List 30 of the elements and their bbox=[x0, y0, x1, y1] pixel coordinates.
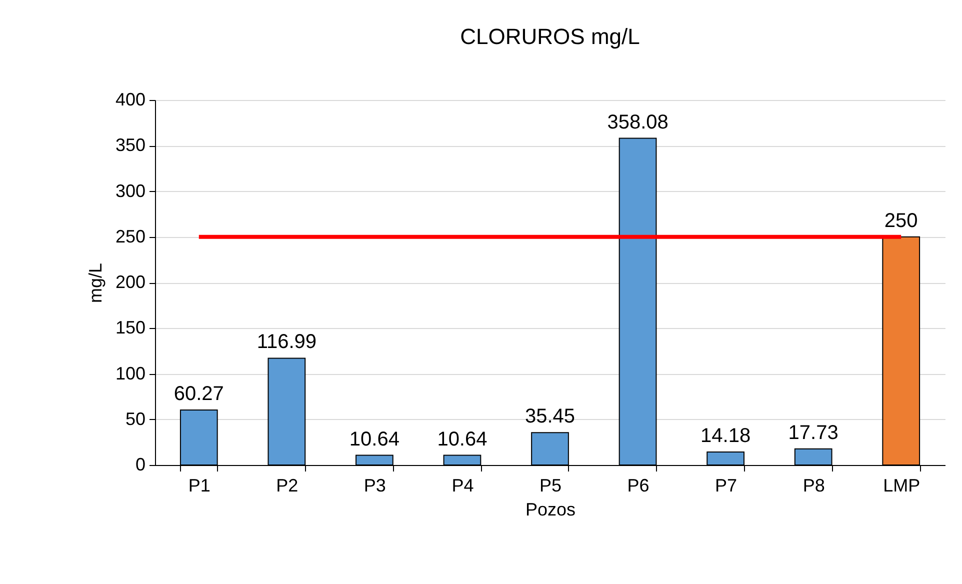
y-tick-label: 200 bbox=[115, 272, 146, 292]
y-tick-label: 400 bbox=[115, 90, 146, 110]
y-tick-label: 0 bbox=[135, 454, 146, 474]
x-tick-label: P4 bbox=[452, 476, 474, 496]
chart-title: CLORUROS mg/L bbox=[460, 24, 640, 49]
data-label: 358.08 bbox=[607, 111, 668, 134]
y-tick-label: 300 bbox=[115, 180, 146, 201]
data-label: 60.27 bbox=[174, 383, 224, 406]
y-axis-title: mg/L bbox=[85, 262, 106, 304]
x-tick-label: P8 bbox=[802, 476, 825, 496]
data-label: 14.18 bbox=[700, 425, 751, 448]
data-label: 35.45 bbox=[524, 406, 576, 428]
data-label: 17.73 bbox=[788, 422, 838, 444]
x-tick-label: P2 bbox=[276, 476, 298, 496]
x-tick-label: P1 bbox=[188, 476, 210, 496]
x-tick-label: P5 bbox=[539, 476, 562, 496]
x-tick-label: P7 bbox=[715, 476, 738, 496]
x-tick-label: P3 bbox=[364, 476, 386, 496]
x-axis-title: Pozos bbox=[525, 500, 576, 520]
y-tick-label: 100 bbox=[115, 363, 146, 384]
data-label: 10.64 bbox=[437, 428, 488, 450]
x-tick-label: LMP bbox=[883, 476, 920, 496]
y-tick-label: 350 bbox=[115, 135, 146, 156]
y-tick-label: 150 bbox=[115, 318, 146, 338]
y-tick-label: 250 bbox=[115, 226, 146, 246]
data-label: 116.99 bbox=[256, 331, 317, 354]
data-label: 10.64 bbox=[349, 428, 400, 450]
data-label: 250 bbox=[884, 210, 918, 232]
x-tick-label: P6 bbox=[627, 476, 650, 496]
y-tick-label: 50 bbox=[125, 408, 146, 429]
